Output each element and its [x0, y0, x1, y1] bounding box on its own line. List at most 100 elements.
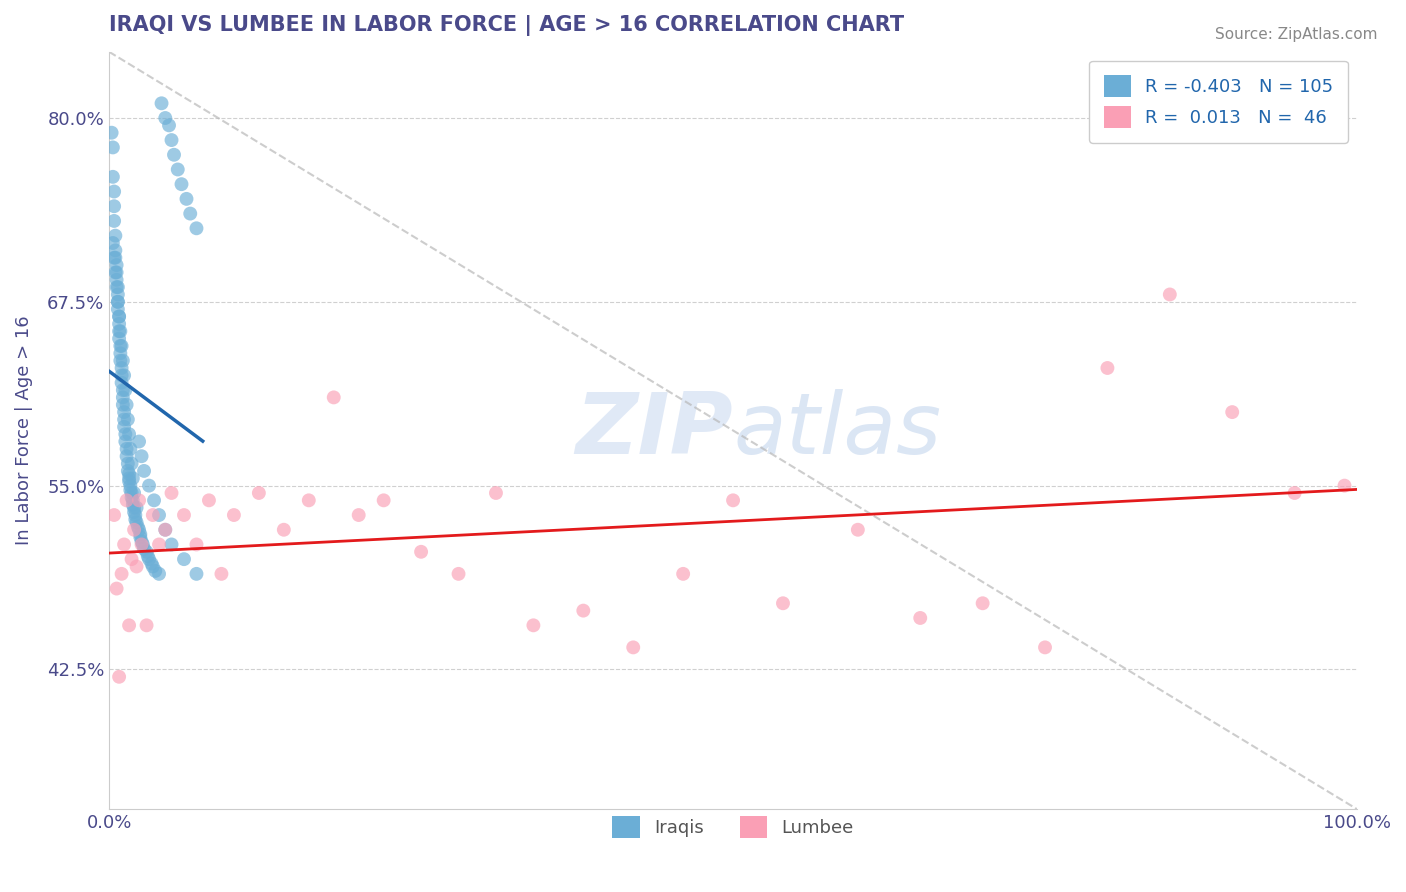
Point: [160, 133, 183, 147]
Point: [101, 235, 124, 250]
Point: [142, 508, 165, 522]
Point: [125, 516, 148, 530]
Point: [186, 221, 208, 235]
Point: [118, 474, 141, 488]
Point: [132, 464, 155, 478]
Point: [121, 498, 143, 512]
Text: atlas: atlas: [733, 389, 941, 472]
Point: [142, 559, 165, 574]
Point: [111, 353, 134, 368]
Point: [121, 552, 143, 566]
Point: [107, 294, 129, 309]
Text: Source: ZipAtlas.com: Source: ZipAtlas.com: [1215, 27, 1378, 42]
Point: [124, 512, 146, 526]
Point: [114, 383, 136, 397]
Point: [176, 192, 198, 206]
Point: [111, 391, 134, 405]
Point: [120, 478, 142, 492]
Point: [112, 412, 135, 426]
Point: [131, 537, 153, 551]
Legend: Iraqis, Lumbee: Iraqis, Lumbee: [605, 809, 860, 846]
Point: [104, 251, 127, 265]
Point: [1284, 486, 1306, 500]
Point: [110, 368, 132, 383]
Point: [105, 265, 128, 279]
Point: [131, 534, 153, 549]
Point: [110, 339, 132, 353]
Point: [160, 486, 183, 500]
Point: [103, 508, 125, 522]
Point: [972, 596, 994, 610]
Point: [112, 419, 135, 434]
Point: [143, 564, 166, 578]
Point: [148, 537, 170, 551]
Point: [107, 280, 129, 294]
Point: [115, 493, 138, 508]
Point: [1333, 478, 1355, 492]
Point: [110, 346, 132, 360]
Point: [117, 412, 139, 426]
Point: [131, 449, 153, 463]
Point: [143, 493, 166, 508]
Point: [1097, 361, 1119, 376]
Point: [118, 618, 141, 632]
Point: [108, 324, 131, 338]
Point: [910, 611, 932, 625]
Point: [135, 618, 157, 632]
Point: [115, 449, 138, 463]
Point: [173, 552, 195, 566]
Point: [129, 527, 152, 541]
Point: [111, 383, 134, 397]
Point: [108, 310, 131, 324]
Point: [132, 541, 155, 556]
Point: [103, 185, 125, 199]
Point: [485, 486, 508, 500]
Point: [141, 557, 163, 571]
Point: [103, 214, 125, 228]
Point: [138, 478, 160, 492]
Point: [101, 169, 124, 184]
Point: [129, 530, 152, 544]
Point: [121, 457, 143, 471]
Point: [173, 508, 195, 522]
Point: [105, 258, 128, 272]
Point: [108, 310, 131, 324]
Point: [347, 508, 370, 522]
Point: [115, 398, 138, 412]
Point: [298, 493, 321, 508]
Point: [179, 206, 201, 220]
Point: [273, 523, 295, 537]
Point: [105, 273, 128, 287]
Point: [128, 434, 150, 449]
Point: [122, 523, 145, 537]
Point: [105, 582, 128, 596]
Point: [110, 339, 132, 353]
Point: [373, 493, 395, 508]
Point: [322, 391, 344, 405]
Point: [721, 493, 744, 508]
Point: [115, 442, 138, 456]
Point: [107, 302, 129, 317]
Point: [110, 376, 132, 390]
Point: [122, 505, 145, 519]
Point: [103, 251, 125, 265]
Point: [104, 244, 127, 258]
Point: [112, 368, 135, 383]
Point: [209, 566, 232, 581]
Point: [107, 294, 129, 309]
Point: [772, 596, 794, 610]
Point: [101, 140, 124, 154]
Point: [155, 523, 177, 537]
Point: [114, 434, 136, 449]
Point: [138, 552, 160, 566]
Point: [110, 324, 132, 338]
Point: [103, 199, 125, 213]
Point: [108, 317, 131, 331]
Point: [100, 126, 122, 140]
Point: [105, 280, 128, 294]
Point: [108, 332, 131, 346]
Text: IRAQI VS LUMBEE IN LABOR FORCE | AGE > 16 CORRELATION CHART: IRAQI VS LUMBEE IN LABOR FORCE | AGE > 1…: [110, 15, 904, 36]
Point: [117, 457, 139, 471]
Point: [132, 537, 155, 551]
Point: [112, 537, 135, 551]
